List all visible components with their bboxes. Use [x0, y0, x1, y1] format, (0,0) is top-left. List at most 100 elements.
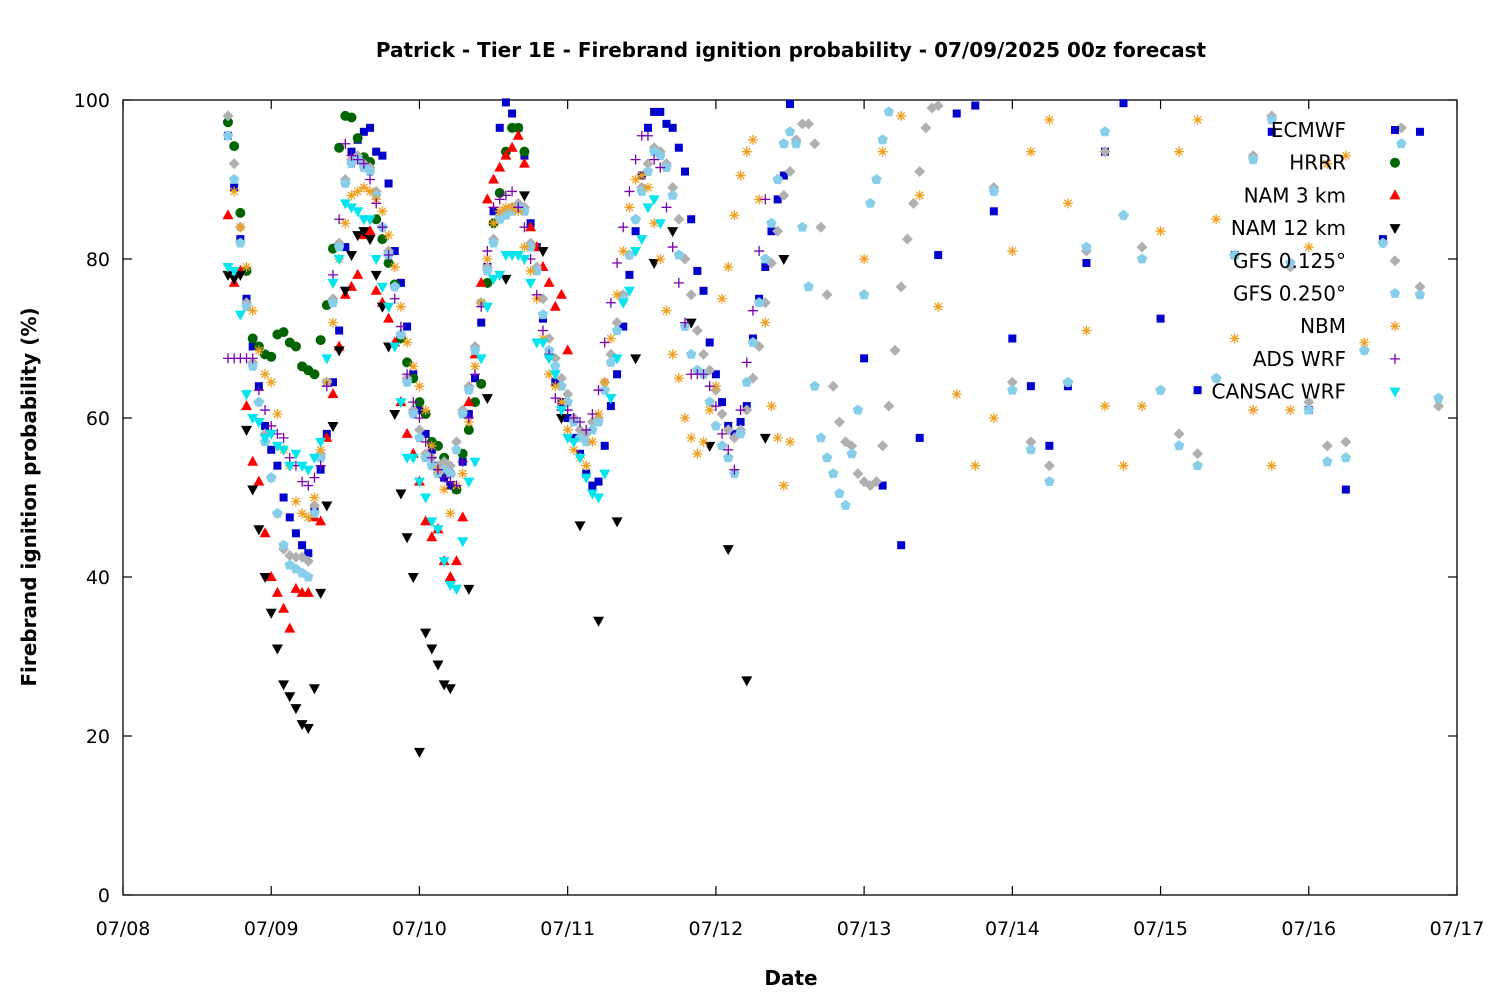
data-point — [259, 573, 271, 583]
data-point — [1266, 460, 1277, 471]
data-point — [778, 480, 789, 491]
data-point — [414, 413, 425, 423]
data-point — [704, 381, 715, 392]
data-point — [661, 202, 672, 213]
data-point — [266, 420, 277, 431]
data-point — [710, 381, 721, 392]
data-point — [278, 680, 290, 691]
data-point — [261, 421, 270, 430]
data-point — [303, 571, 314, 582]
data-point — [278, 539, 289, 550]
data-point — [494, 194, 505, 205]
data-point — [265, 429, 277, 440]
data-point — [846, 448, 857, 459]
data-point — [500, 202, 511, 213]
data-point — [340, 138, 351, 149]
data-point — [290, 704, 302, 715]
data-point — [877, 440, 889, 452]
y-tick-label: 60 — [86, 408, 110, 430]
data-point — [278, 602, 290, 613]
y-tick-label: 100 — [74, 90, 110, 112]
data-point — [971, 101, 980, 110]
data-point — [754, 246, 765, 257]
data-point — [685, 318, 697, 329]
data-point — [673, 249, 685, 260]
data-point — [699, 286, 708, 295]
data-points — [222, 98, 1444, 758]
data-point — [500, 190, 511, 201]
data-point — [463, 413, 474, 423]
data-point — [989, 207, 998, 216]
data-point — [846, 440, 858, 452]
data-point — [766, 217, 777, 228]
data-point — [630, 247, 642, 258]
data-point — [722, 545, 734, 556]
data-point — [642, 166, 654, 176]
data-point — [346, 203, 358, 214]
data-point — [883, 106, 894, 117]
data-point — [1303, 404, 1314, 415]
data-point — [767, 227, 776, 236]
data-point — [550, 360, 561, 371]
data-point — [222, 270, 234, 281]
data-point — [759, 433, 771, 444]
data-point — [655, 162, 666, 173]
data-point — [482, 246, 493, 257]
y-tick-label: 20 — [86, 726, 110, 748]
data-point — [253, 345, 264, 356]
data-point — [421, 429, 430, 438]
data-point — [693, 266, 702, 275]
data-point — [222, 209, 234, 220]
data-point — [562, 433, 574, 444]
data-point — [365, 186, 376, 197]
data-point — [555, 414, 567, 424]
y-axis-label: Firebrand ignition probability (%) — [17, 307, 41, 686]
data-point — [736, 417, 745, 426]
data-point — [549, 370, 561, 381]
data-point — [1008, 334, 1017, 343]
x-tick-label: 07/11 — [540, 918, 595, 940]
data-point — [376, 282, 388, 293]
data-point — [290, 449, 302, 460]
data-point — [271, 441, 283, 452]
data-point — [1081, 325, 1092, 336]
data-point — [618, 246, 629, 257]
data-point — [290, 551, 302, 563]
data-point — [235, 237, 246, 248]
data-point — [457, 456, 468, 467]
data-point — [772, 432, 783, 443]
series-ads-wrf — [222, 130, 771, 491]
data-point — [408, 397, 419, 408]
data-point — [358, 182, 369, 193]
data-point — [475, 276, 487, 287]
data-point — [718, 398, 727, 407]
data-point — [760, 253, 771, 264]
legend-label: NAM 3 km — [1244, 183, 1346, 207]
data-point — [605, 394, 617, 405]
data-point — [1303, 242, 1314, 253]
data-point — [519, 242, 530, 253]
data-point — [908, 197, 920, 209]
data-point — [365, 174, 376, 185]
data-point — [420, 436, 431, 447]
data-point — [352, 133, 363, 144]
data-point — [413, 477, 425, 488]
data-point — [668, 123, 677, 132]
data-point — [339, 199, 351, 210]
data-point — [901, 233, 913, 245]
data-point — [710, 420, 722, 431]
data-point — [500, 274, 512, 285]
data-point — [698, 436, 709, 447]
data-point — [680, 317, 691, 328]
data-point — [340, 218, 351, 229]
legend: ECMWF HRRR NAM 3 km NAM 12 km GFS 0.125° GFS … — [1211, 118, 1401, 404]
data-point — [630, 154, 641, 165]
data-point — [741, 146, 752, 157]
data-point — [667, 227, 679, 238]
data-point — [747, 134, 758, 145]
data-point — [525, 221, 537, 232]
data-point — [828, 468, 839, 479]
data-point — [364, 235, 376, 246]
data-point — [889, 344, 901, 356]
data-point — [420, 405, 431, 416]
